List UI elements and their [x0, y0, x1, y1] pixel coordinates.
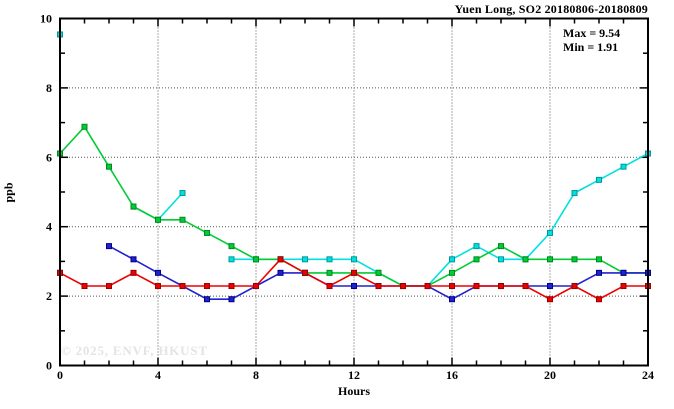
blue-line-marker	[130, 256, 137, 263]
red-line-marker	[449, 283, 455, 290]
green-line-marker	[547, 256, 553, 263]
plot-border	[59, 17, 649, 367]
y-tick-label: 6	[46, 150, 52, 164]
cyan-line-marker	[498, 256, 504, 263]
y-axis-label: ppb	[1, 182, 16, 203]
cyan-line-marker	[571, 190, 578, 197]
blue-line-marker	[204, 296, 210, 303]
green-line-marker	[228, 243, 235, 250]
red-line-marker	[596, 296, 602, 303]
blue-line-marker	[596, 269, 602, 276]
blue-line-marker	[155, 269, 161, 276]
x-tick-label: 24	[642, 368, 654, 382]
cyan-line-marker	[473, 243, 480, 250]
y-tick-label: 10	[40, 12, 52, 26]
red-line-marker	[473, 283, 480, 290]
green-line-marker	[106, 163, 112, 170]
cyan-line-marker	[228, 256, 235, 263]
red-line-marker	[498, 283, 504, 290]
cyan-line-marker	[449, 256, 455, 263]
green-line-marker	[130, 203, 137, 210]
x-tick-label: 20	[544, 368, 556, 382]
x-tick-label: 0	[57, 368, 63, 382]
blue-line-marker	[228, 296, 235, 303]
green-line-marker	[571, 256, 578, 263]
max-value-label: Max = 9.54	[563, 26, 621, 40]
x-axis-label: Hours	[337, 384, 370, 398]
x-tick-label: 16	[446, 368, 458, 382]
x-tick-label: 4	[155, 368, 161, 382]
red-line-marker	[106, 283, 112, 290]
green-line-marker	[81, 123, 88, 130]
red-line-marker	[400, 283, 406, 290]
red-line-marker	[228, 283, 235, 290]
x-tick-label: 8	[253, 368, 259, 382]
green-line-marker	[498, 243, 504, 250]
green-line-marker	[596, 256, 602, 263]
stats-annotation: Max = 9.54 Min = 1.91	[563, 26, 621, 54]
x-tick-label: 12	[348, 368, 360, 382]
cyan-line	[133, 152, 649, 287]
cyan-line-marker	[179, 190, 186, 197]
cyan-line-marker	[596, 176, 602, 183]
red-line-marker	[424, 283, 431, 290]
watermark: © 2025, ENVF, HKUST	[61, 343, 208, 358]
cyan-line-marker	[302, 256, 308, 263]
red-line-marker	[351, 269, 357, 276]
red-line-marker	[571, 283, 578, 290]
min-value-label: Min = 1.91	[563, 39, 619, 54]
y-tick-label: 2	[46, 289, 52, 303]
cyan-line-marker	[326, 256, 333, 263]
red-line-marker	[547, 296, 553, 303]
cyan-line-marker	[620, 163, 627, 170]
green-line-marker	[204, 229, 210, 236]
blue-line-marker	[351, 283, 357, 290]
red-line-marker	[81, 283, 88, 290]
y-tick-label: 8	[46, 81, 52, 95]
red-line-marker	[179, 283, 186, 290]
green-line-marker	[449, 269, 455, 276]
blue-line-marker	[449, 296, 455, 303]
green-line-marker	[375, 269, 382, 276]
red-line-marker	[253, 283, 259, 290]
red-line-marker	[620, 283, 627, 290]
red-line-marker	[375, 283, 382, 290]
chart-title: Yuen Long, SO2 20180806-20180809	[454, 2, 648, 16]
blue-line-marker	[106, 243, 112, 250]
red-line-marker	[155, 283, 161, 290]
green-line-marker	[155, 216, 161, 223]
red-line-marker	[302, 269, 308, 276]
red-line-marker	[204, 283, 210, 290]
blue-line-marker	[547, 283, 553, 290]
red-line-marker	[326, 283, 333, 290]
y-tick-label: 0	[46, 359, 52, 373]
green-line-marker	[522, 256, 529, 263]
green-line-marker	[253, 256, 259, 263]
green-line-marker	[179, 216, 186, 223]
cyan-line-marker	[547, 229, 553, 236]
red-line-marker	[277, 256, 284, 263]
blue-line-marker	[277, 269, 284, 276]
green-line-marker	[326, 269, 333, 276]
red-line-marker	[522, 283, 529, 290]
y-tick-label: 4	[46, 220, 52, 234]
red-line-marker	[130, 269, 137, 276]
cyan-line-marker	[351, 256, 357, 263]
blue-line-marker	[620, 269, 627, 276]
green-line-marker	[473, 256, 480, 263]
